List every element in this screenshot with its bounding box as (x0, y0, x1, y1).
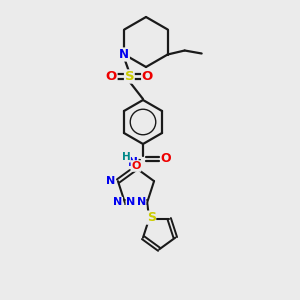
Text: N: N (136, 197, 146, 207)
Text: O: O (106, 70, 117, 83)
Text: S: S (124, 70, 134, 83)
Text: N: N (126, 197, 136, 207)
Text: O: O (131, 161, 141, 171)
Text: S: S (147, 211, 156, 224)
Text: O: O (161, 152, 171, 166)
Text: O: O (131, 161, 141, 171)
Text: O: O (142, 70, 153, 83)
Text: N: N (113, 197, 122, 207)
Text: H: H (122, 152, 130, 162)
Text: N: N (119, 48, 129, 61)
Text: N: N (128, 155, 138, 169)
Text: N: N (106, 176, 116, 186)
